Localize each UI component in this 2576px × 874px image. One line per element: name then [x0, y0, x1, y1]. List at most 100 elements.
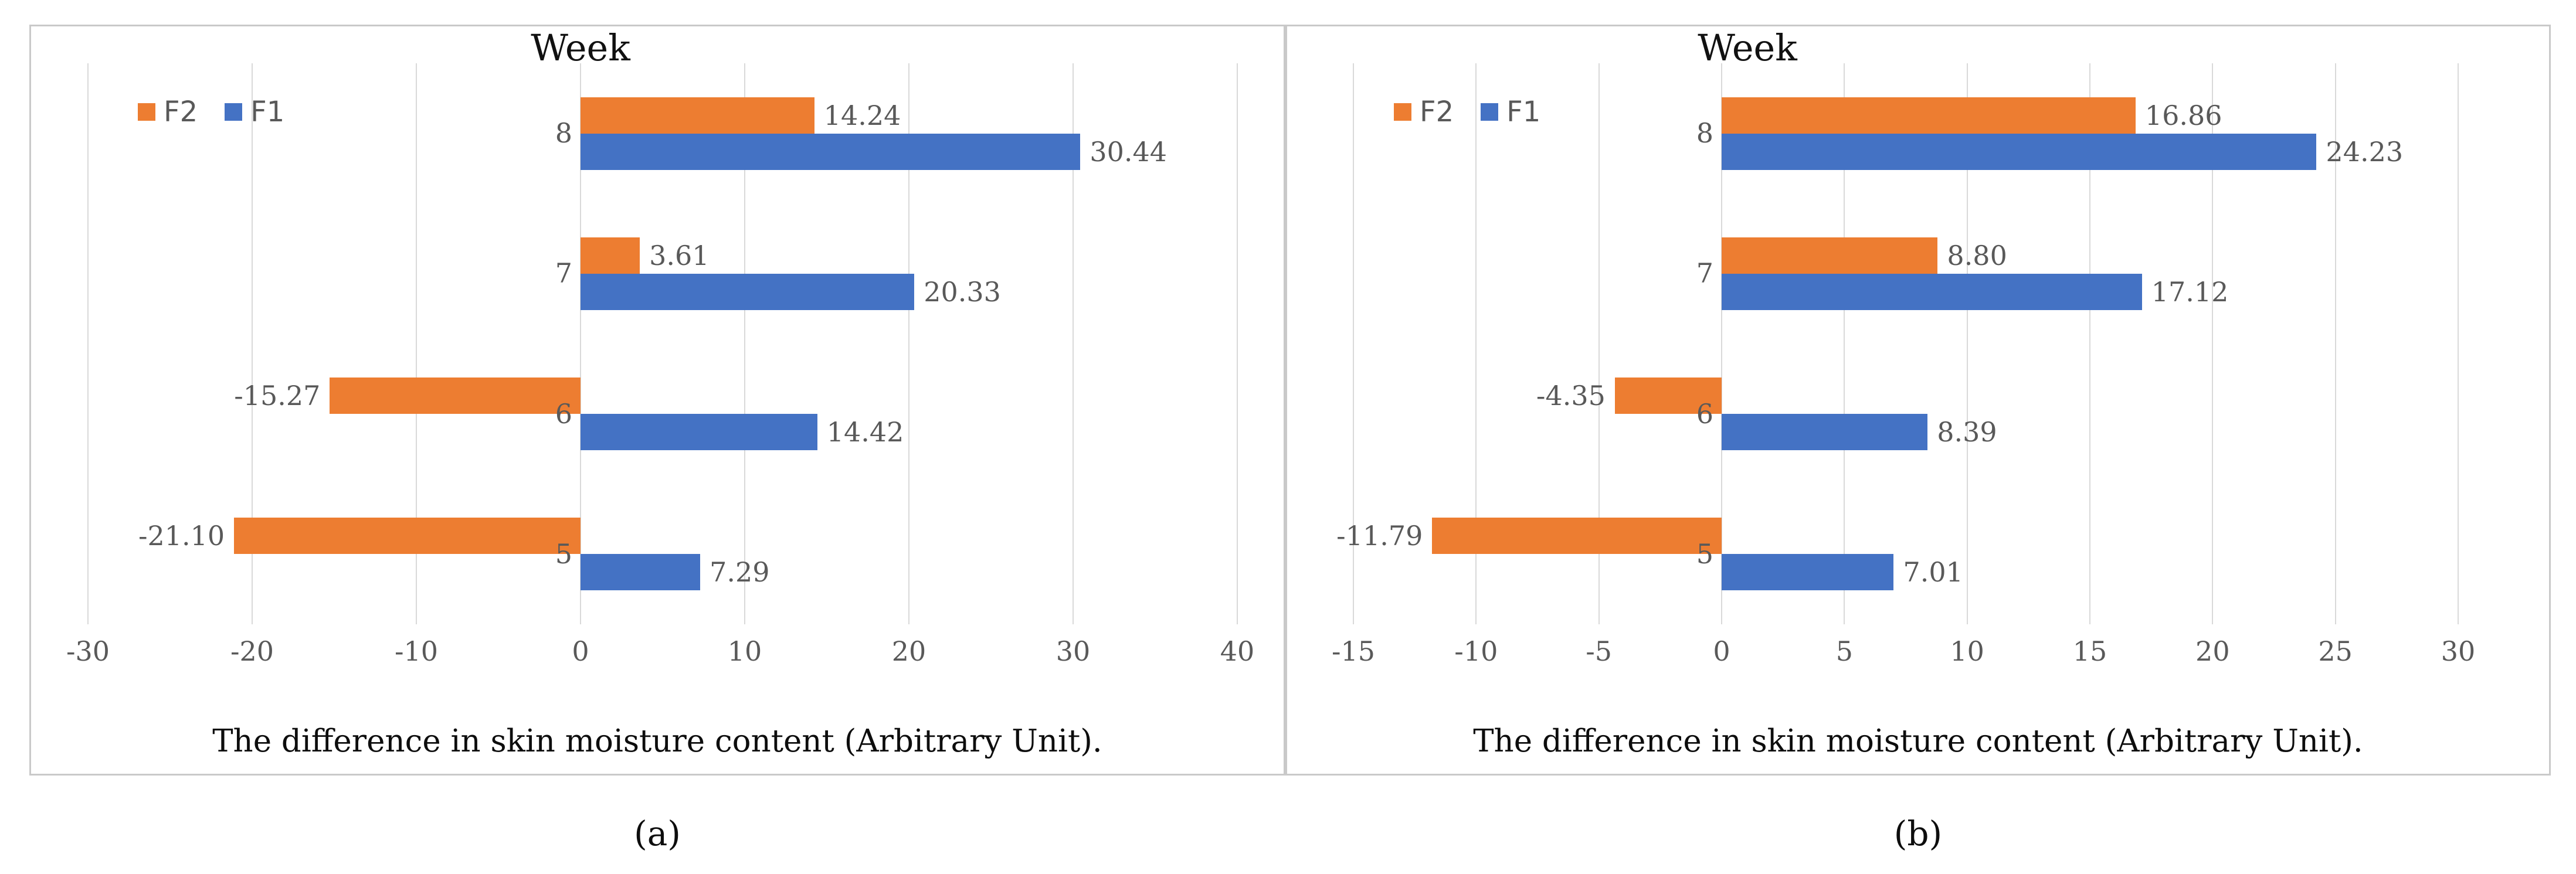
category-label-week6: 6	[1696, 397, 1713, 430]
gridline-x-20	[2212, 63, 2214, 624]
legend-item-f1: F1	[225, 98, 284, 126]
data-label-f2-week8: 14.24	[823, 99, 901, 131]
bar-f2-week7	[581, 237, 640, 274]
legend-item-f2: F2	[1394, 98, 1454, 126]
category-label-week7: 7	[555, 257, 572, 290]
plot-area: -15 -10 -5 0 5 10 15 20 25 30 16.86 24.23 8 8.80 17.12…	[1332, 63, 2475, 667]
legend-swatch-f2-icon	[138, 103, 155, 121]
axis-caption: The difference in skin moisture content …	[1473, 723, 2363, 759]
legend-swatch-f1-icon	[225, 103, 243, 121]
x-tick-label: 30	[2441, 635, 2476, 667]
gridline-x-10	[744, 63, 745, 624]
gridline-x--10	[416, 63, 417, 624]
gridline-x-20	[908, 63, 909, 624]
bar-f2-week5	[234, 518, 581, 555]
x-tick-label: 10	[1950, 635, 1984, 667]
gridline-x--30	[87, 63, 89, 624]
x-tick-label: 0	[572, 635, 589, 667]
x-tick-label: -15	[1331, 635, 1376, 667]
x-tick-label: 25	[2318, 635, 2353, 667]
x-tick-label: -10	[1454, 635, 1498, 667]
category-label-week8: 8	[1696, 117, 1713, 149]
x-tick-label: 30	[1055, 635, 1091, 667]
bar-f2-week8	[1722, 97, 2136, 134]
data-label-f1-week6: 8.39	[1937, 416, 1997, 448]
bar-f2-week8	[581, 97, 814, 134]
bar-f1-week7	[581, 273, 915, 310]
data-label-f2-week8: 16.86	[2144, 99, 2222, 131]
gridline-x-5	[1844, 63, 1845, 624]
gridline-x-15	[2089, 63, 2090, 624]
x-tick-label: 20	[891, 635, 926, 667]
data-label-f2-week7: 3.61	[649, 239, 710, 271]
data-label-f1-week7: 20.33	[924, 276, 1001, 308]
legend-label-f1: F1	[1506, 96, 1541, 128]
bar-f1-week5	[581, 554, 701, 591]
bar-f1-week5	[1722, 554, 1894, 591]
legend-swatch-f1-icon	[1481, 103, 1499, 121]
data-label-f1-week7: 17.12	[2151, 276, 2229, 308]
bar-f1-week8	[581, 133, 1081, 170]
plot-area: -30 -20 -10 0 10 20 30 40 14.24 30.44 8 3.61 20.33 7 -…	[66, 63, 1254, 667]
data-label-f2-week5: -11.79	[1336, 520, 1423, 552]
gridline-x--5	[1598, 63, 1600, 624]
legend-swatch-f2-icon	[1394, 103, 1411, 121]
legend-item-f2: F2	[138, 98, 198, 126]
x-tick-label: 10	[727, 635, 762, 667]
data-label-f1-week5: 7.29	[710, 556, 770, 589]
gridline-x-0	[1721, 63, 1722, 624]
gridline-x-0	[580, 63, 581, 624]
chart-panel-a: Week F2 F1 -30 -20 -10 0 10 20 30 40 14.24 30.44 8…	[29, 25, 1285, 776]
data-label-f1-week5: 7.01	[1903, 556, 1963, 589]
gridline-x-30	[1073, 63, 1074, 624]
legend-item-f1: F1	[1481, 98, 1540, 126]
x-tick-label: 5	[1835, 635, 1853, 667]
category-label-week8: 8	[555, 117, 572, 149]
gridline-x-40	[1237, 63, 1238, 624]
bar-f2-week6	[1614, 378, 1722, 414]
chart-panel-b: Week F2 F1 -15 -10 -5 0 5 10 15 20 25 30 16.86 24.2…	[1285, 25, 2551, 776]
x-tick-label: 15	[2072, 635, 2107, 667]
chart-title: Week	[531, 26, 630, 69]
x-tick-label: -10	[394, 635, 439, 667]
x-tick-label: -30	[66, 635, 110, 667]
legend-label-f1: F1	[250, 96, 285, 128]
gridline-x-30	[2458, 63, 2459, 624]
data-label-f1-week6: 14.42	[826, 416, 904, 448]
category-label-week6: 6	[555, 397, 572, 430]
x-tick-label: 40	[1220, 635, 1255, 667]
legend: F2 F1	[1394, 98, 1540, 126]
data-label-f1-week8: 30.44	[1090, 135, 1167, 168]
legend: F2 F1	[138, 98, 284, 126]
bar-f1-week7	[1722, 273, 2142, 310]
data-label-f1-week8: 24.23	[2326, 135, 2404, 168]
data-label-f2-week6: -4.35	[1536, 380, 1606, 412]
bar-f2-week6	[330, 378, 581, 414]
bar-f1-week6	[581, 414, 817, 451]
x-tick-label: 20	[2195, 635, 2230, 667]
x-tick-label: 0	[1713, 635, 1730, 667]
panel-label-b: (b)	[1893, 814, 1943, 853]
gridline-x-10	[1966, 63, 1968, 624]
x-tick-label: -5	[1586, 635, 1613, 667]
gridline-x--10	[1475, 63, 1477, 624]
gridline-x--20	[252, 63, 253, 624]
bar-f1-week6	[1722, 414, 1928, 451]
x-tick-label: -20	[230, 635, 274, 667]
chart-title: Week	[1698, 26, 1797, 69]
data-label-f2-week7: 8.80	[1947, 239, 2007, 271]
legend-label-f2: F2	[164, 96, 198, 128]
panel-label-a: (a)	[634, 814, 681, 853]
gridline-x-25	[2334, 63, 2336, 624]
legend-label-f2: F2	[1420, 96, 1454, 128]
axis-caption: The difference in skin moisture content …	[212, 723, 1102, 759]
gridline-x--15	[1353, 63, 1354, 624]
category-label-week5: 5	[555, 538, 572, 570]
bar-f2-week7	[1722, 237, 1938, 274]
data-label-f2-week6: -15.27	[234, 380, 321, 412]
data-label-f2-week5: -21.10	[138, 520, 225, 552]
bar-f1-week8	[1722, 133, 2317, 170]
bar-f2-week5	[1432, 518, 1722, 555]
category-label-week7: 7	[1696, 257, 1713, 290]
